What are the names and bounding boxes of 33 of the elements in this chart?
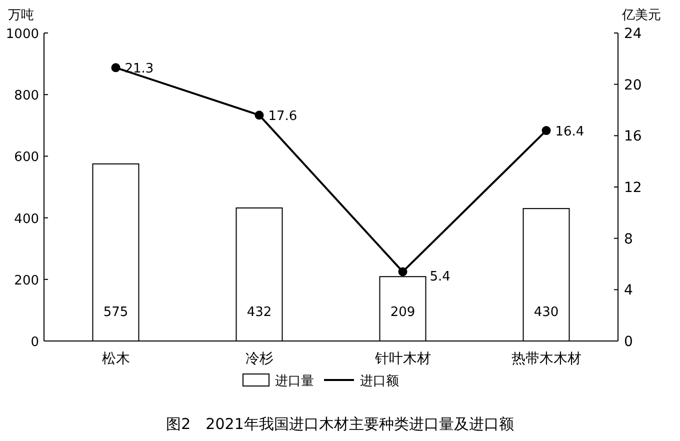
y2-tick-label: 0	[624, 334, 633, 350]
legend-label: 进口额	[360, 374, 399, 389]
legend-label: 进口量	[275, 374, 314, 389]
data-label: 16.4	[555, 124, 584, 140]
y-tick-label: 400	[14, 212, 39, 227]
y-tick-label: 1000	[6, 27, 39, 42]
y-tick-label: 200	[14, 273, 39, 288]
point	[542, 126, 551, 136]
data-label: 209	[390, 305, 416, 320]
x-tick-label: 冷杉	[245, 351, 274, 367]
y2-tick-label: 8	[624, 231, 633, 248]
data-label: 17.6	[268, 109, 298, 124]
x-tick-label: 松木	[102, 351, 130, 367]
data-label: 432	[246, 305, 272, 320]
data-label: 575	[103, 305, 128, 320]
y-axis-title: 万吨	[8, 8, 34, 23]
y-tick-label: 600	[14, 150, 39, 166]
x-tick-label: 热带木木材	[511, 351, 582, 367]
point	[254, 110, 264, 120]
y2-tick-label: 24	[624, 26, 642, 42]
point	[111, 63, 120, 72]
y-tick-label: 800	[14, 88, 39, 104]
data-label: 5.4	[430, 270, 450, 285]
y2-tick-label: 12	[624, 180, 642, 196]
y2-tick-label: 20	[624, 77, 642, 94]
y-tick-label: 0	[30, 335, 39, 350]
x-tick-label: 针叶木材	[374, 351, 431, 367]
text: 图2 2021年我国进口木材主要种类进口量及进口额	[166, 415, 514, 433]
point	[398, 267, 408, 276]
y2-tick-label: 4	[624, 282, 633, 299]
y2-tick-label: 16	[624, 128, 642, 145]
y2-axis-title: 亿美元	[621, 7, 661, 23]
data-label: 430	[534, 305, 559, 320]
